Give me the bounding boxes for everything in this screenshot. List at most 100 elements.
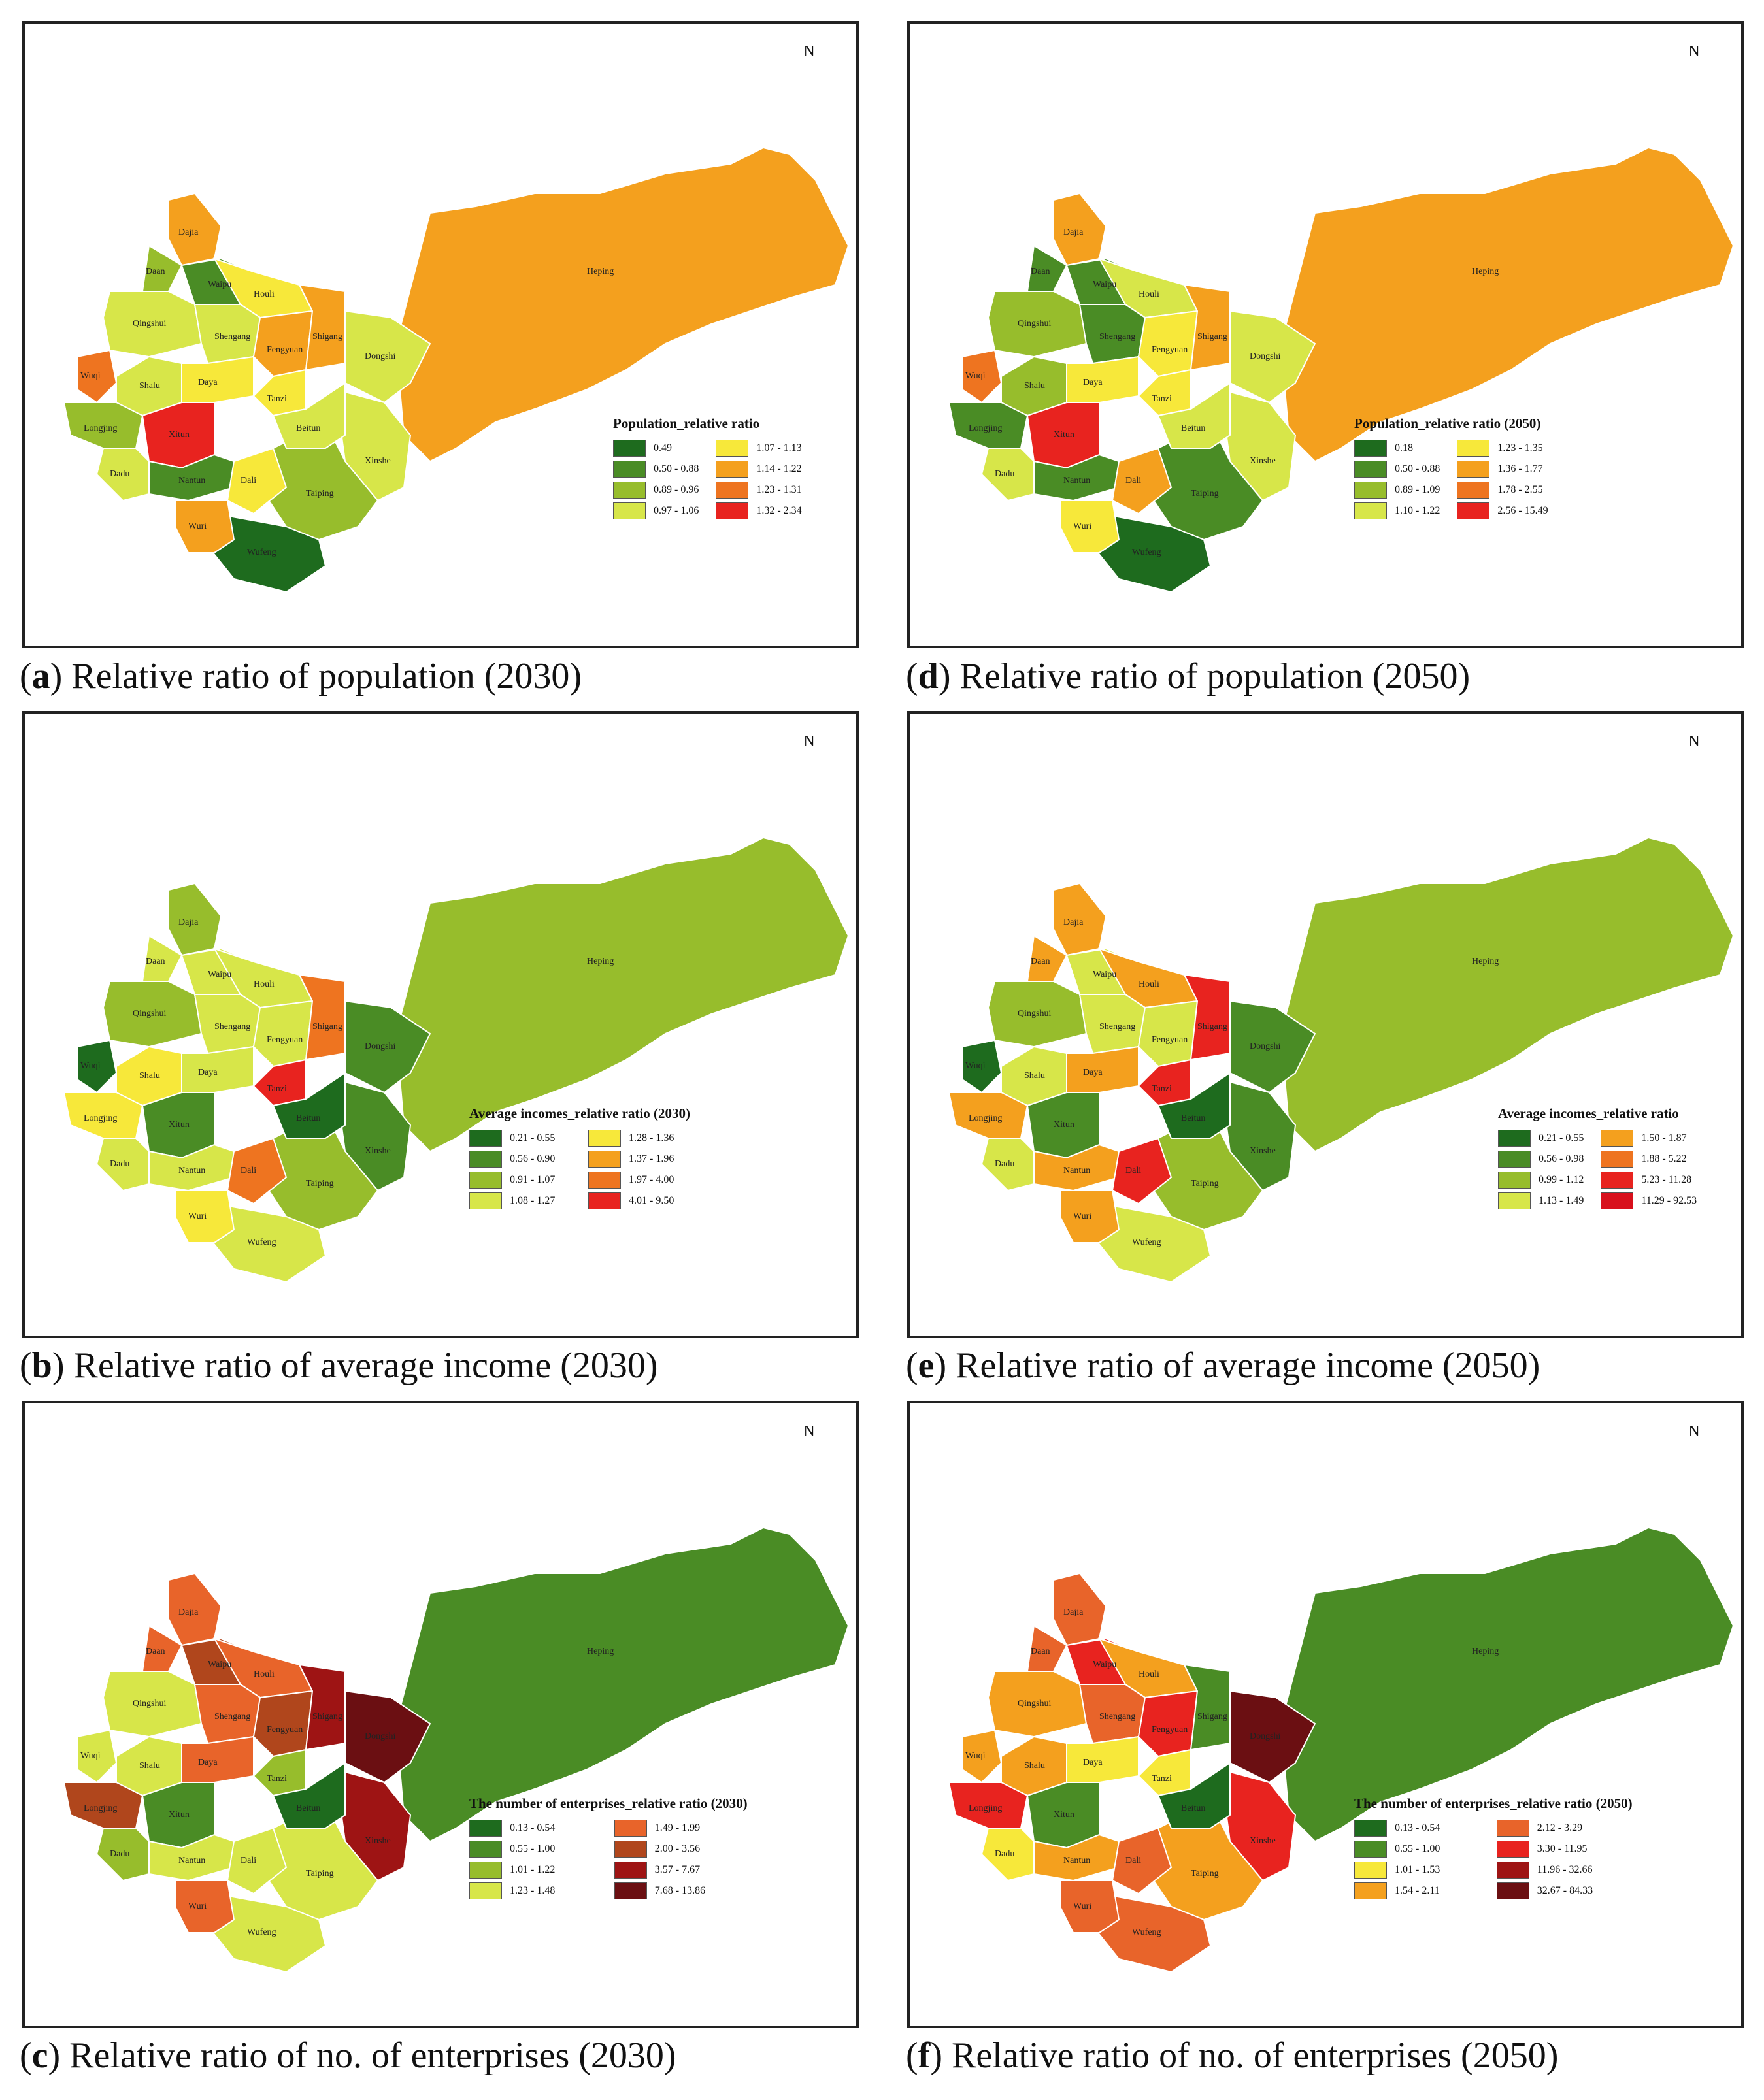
north-label: N xyxy=(1688,43,1700,60)
district-label-daan: Daan xyxy=(146,1647,165,1656)
district-label-wuqi: Wuqi xyxy=(80,371,101,381)
map-panel-d: Heping Dongshi Xinshe Taiping Wufeng Dajia Daa… xyxy=(907,21,1744,648)
district-heping xyxy=(1280,1526,1735,1843)
district-label-shengang: Shengang xyxy=(1099,332,1136,342)
district-heping xyxy=(395,146,850,463)
legend-swatch xyxy=(1457,461,1490,478)
district-label-wuri: Wuri xyxy=(188,1211,207,1221)
district-wuqi xyxy=(961,349,1003,404)
legend-swatch xyxy=(1354,1841,1387,1858)
legend-item: 0.55 - 1.00 xyxy=(1354,1841,1480,1858)
legend-item: 0.49 xyxy=(613,440,699,457)
district-label-shigang: Shigang xyxy=(1197,1712,1227,1722)
legend-item: 4.01 - 9.50 xyxy=(588,1192,690,1209)
north-arrow-icon: N xyxy=(1674,43,1714,122)
legend-item: 0.18 xyxy=(1354,440,1440,457)
district-label-dongshi: Dongshi xyxy=(365,1731,396,1741)
district-shigang xyxy=(1183,1664,1231,1751)
legend-item: 0.21 - 0.55 xyxy=(469,1130,571,1147)
district-tanzi xyxy=(1137,1748,1191,1797)
district-label-taiping: Taiping xyxy=(1191,1869,1219,1879)
district-daya xyxy=(181,1045,254,1093)
district-dali xyxy=(226,447,288,515)
district-label-xitun: Xitun xyxy=(1054,1120,1074,1130)
legend-swatch xyxy=(469,1172,502,1189)
legend-swatch xyxy=(469,1192,502,1209)
legend-label: 0.55 - 1.00 xyxy=(510,1843,556,1854)
legend-label: 0.13 - 0.54 xyxy=(510,1822,556,1833)
legend-item: 0.55 - 1.00 xyxy=(469,1841,597,1858)
district-label-shalu: Shalu xyxy=(1024,381,1045,391)
legend-item: 1.10 - 1.22 xyxy=(1354,502,1440,519)
district-label-houli: Houli xyxy=(254,289,275,299)
district-label-xinshe: Xinshe xyxy=(1250,456,1276,466)
district-label-wuri: Wuri xyxy=(1073,521,1092,531)
legend-label: 0.13 - 0.54 xyxy=(1395,1822,1440,1833)
district-label-longjing: Longjing xyxy=(969,1113,1003,1123)
legend-item: 0.50 - 0.88 xyxy=(613,461,699,478)
district-label-beitun: Beitun xyxy=(1181,1803,1206,1813)
north-arrow-icon: N xyxy=(1674,733,1714,812)
district-daya xyxy=(1066,355,1139,403)
district-tanzi xyxy=(252,1748,307,1797)
district-beitun xyxy=(272,1072,346,1139)
district-label-longjing: Longjing xyxy=(969,423,1003,433)
caption-b: (b) Relative ratio of average income (20… xyxy=(20,1345,658,1386)
district-label-tanzi: Tanzi xyxy=(267,394,287,404)
legend-swatch xyxy=(588,1192,622,1209)
district-label-waipu: Waipu xyxy=(1093,1660,1117,1669)
district-label-dali: Dali xyxy=(241,1166,257,1175)
legend-swatch xyxy=(1354,440,1387,457)
district-label-houli: Houli xyxy=(1139,1669,1159,1679)
legend-swatch xyxy=(469,1151,502,1168)
district-label-qingshui: Qingshui xyxy=(133,1009,167,1019)
legend-swatch xyxy=(716,502,749,519)
legend-item: 1.78 - 2.55 xyxy=(1457,482,1548,499)
legend-label: 0.21 - 0.55 xyxy=(510,1132,556,1143)
district-label-wuri: Wuri xyxy=(188,521,207,531)
legend-label: 5.23 - 11.28 xyxy=(1641,1174,1692,1185)
district-label-dajia: Dajia xyxy=(178,917,199,927)
district-fengyuan xyxy=(1137,1000,1199,1068)
district-tanzi xyxy=(252,369,307,417)
district-label-beitun: Beitun xyxy=(1181,1113,1206,1123)
district-label-longjing: Longjing xyxy=(84,423,118,433)
legend-label: 2.12 - 3.29 xyxy=(1537,1822,1583,1833)
legend-item: 1.28 - 1.36 xyxy=(588,1130,690,1147)
legend-item: 1.01 - 1.22 xyxy=(469,1862,597,1879)
legend-item: 0.13 - 0.54 xyxy=(1354,1820,1480,1837)
legend-label: 1.49 - 1.99 xyxy=(654,1822,701,1833)
legend-label: 1.13 - 1.49 xyxy=(1539,1195,1584,1206)
legend-swatch xyxy=(469,1882,502,1899)
legend-item: 0.13 - 0.54 xyxy=(469,1820,597,1837)
district-daya xyxy=(181,1735,254,1783)
district-label-beitun: Beitun xyxy=(296,423,321,433)
district-label-xitun: Xitun xyxy=(1054,430,1074,440)
legend-label: 1.23 - 1.48 xyxy=(510,1885,556,1896)
district-label-nantun: Nantun xyxy=(178,1166,206,1175)
legend-label: 1.54 - 2.11 xyxy=(1395,1885,1440,1896)
legend-swatch xyxy=(1354,1862,1387,1879)
legend-label: 1.36 - 1.77 xyxy=(1497,463,1543,474)
district-label-dali: Dali xyxy=(1125,476,1142,485)
legend-item: 1.07 - 1.13 xyxy=(716,440,802,457)
district-label-wuqi: Wuqi xyxy=(965,1061,986,1071)
legend-label: 1.23 - 1.31 xyxy=(756,484,802,495)
map-panel-e: Heping Dongshi Xinshe Taiping Wufeng Dajia Daa… xyxy=(907,711,1744,1338)
district-beitun xyxy=(272,1762,346,1829)
district-label-heping: Heping xyxy=(587,957,614,966)
legend-swatch xyxy=(1498,1192,1531,1209)
legend-label: 3.30 - 11.95 xyxy=(1537,1843,1588,1854)
district-label-qingshui: Qingshui xyxy=(133,1699,167,1709)
north-arrow-icon: N xyxy=(790,733,829,812)
legend-item: 1.54 - 2.11 xyxy=(1354,1882,1480,1899)
district-label-fengyuan: Fengyuan xyxy=(267,1035,303,1045)
district-label-wufeng: Wufeng xyxy=(1132,548,1161,557)
district-label-wufeng: Wufeng xyxy=(247,548,276,557)
legend-item: 1.01 - 1.53 xyxy=(1354,1862,1480,1879)
legend-title: Population_relative ratio (2050) xyxy=(1354,416,1541,431)
map-legend: Average incomes_relative ratio 0.21 - 0.5… xyxy=(1498,1106,1697,1209)
map-legend: The number of enterprises_relative ratio… xyxy=(469,1796,748,1899)
district-tanzi xyxy=(252,1058,307,1107)
district-label-dajia: Dajia xyxy=(1063,1607,1084,1617)
